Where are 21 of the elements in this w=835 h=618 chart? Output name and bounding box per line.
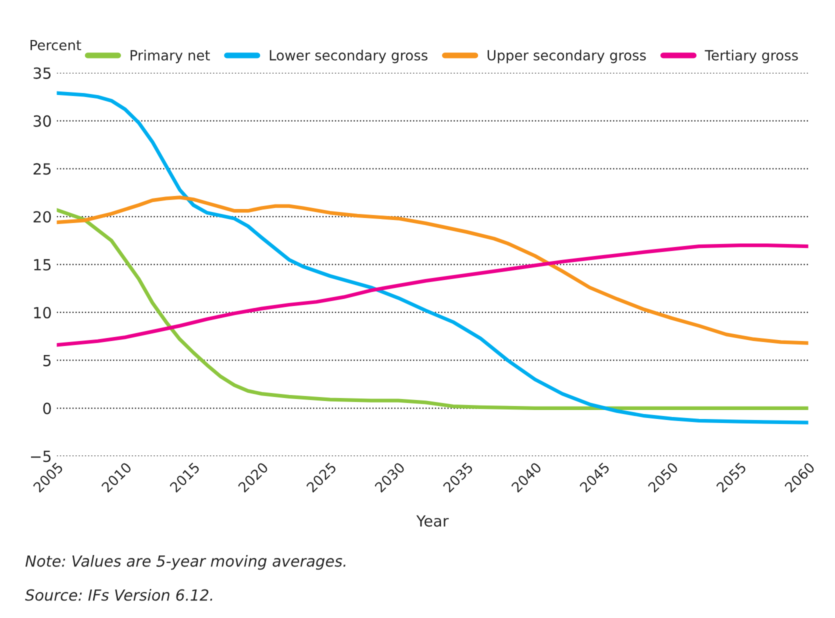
line-series (56, 196, 808, 345)
y-tick-label: 25 (34, 163, 51, 175)
y-tick-label: −5 (31, 450, 51, 462)
y-tick-label: 5 (43, 354, 51, 366)
legend-label: Tertiary gross (704, 50, 798, 64)
y-tick-label: 30 (34, 115, 51, 127)
line-series (56, 244, 808, 347)
legend-label: Primary net (130, 50, 210, 64)
y-tick-label: 35 (34, 67, 51, 79)
legend-label: Upper secondary gross (488, 50, 646, 64)
legend-label: Lower secondary gross (270, 50, 428, 64)
line-series (56, 208, 808, 410)
line-series (56, 91, 808, 424)
text: Note: Values are 5-year moving averages. (25, 554, 346, 570)
y-axis-title: Percent (30, 40, 82, 50)
x-axis-title: Year (416, 515, 449, 527)
source-note: Source: IFs Version 6.12. (25, 588, 212, 601)
y-tick-label: 10 (34, 306, 51, 318)
y-tick-label: 20 (34, 211, 51, 223)
y-tick-label: 0 (43, 402, 51, 414)
y-tick-label: 15 (34, 259, 51, 271)
